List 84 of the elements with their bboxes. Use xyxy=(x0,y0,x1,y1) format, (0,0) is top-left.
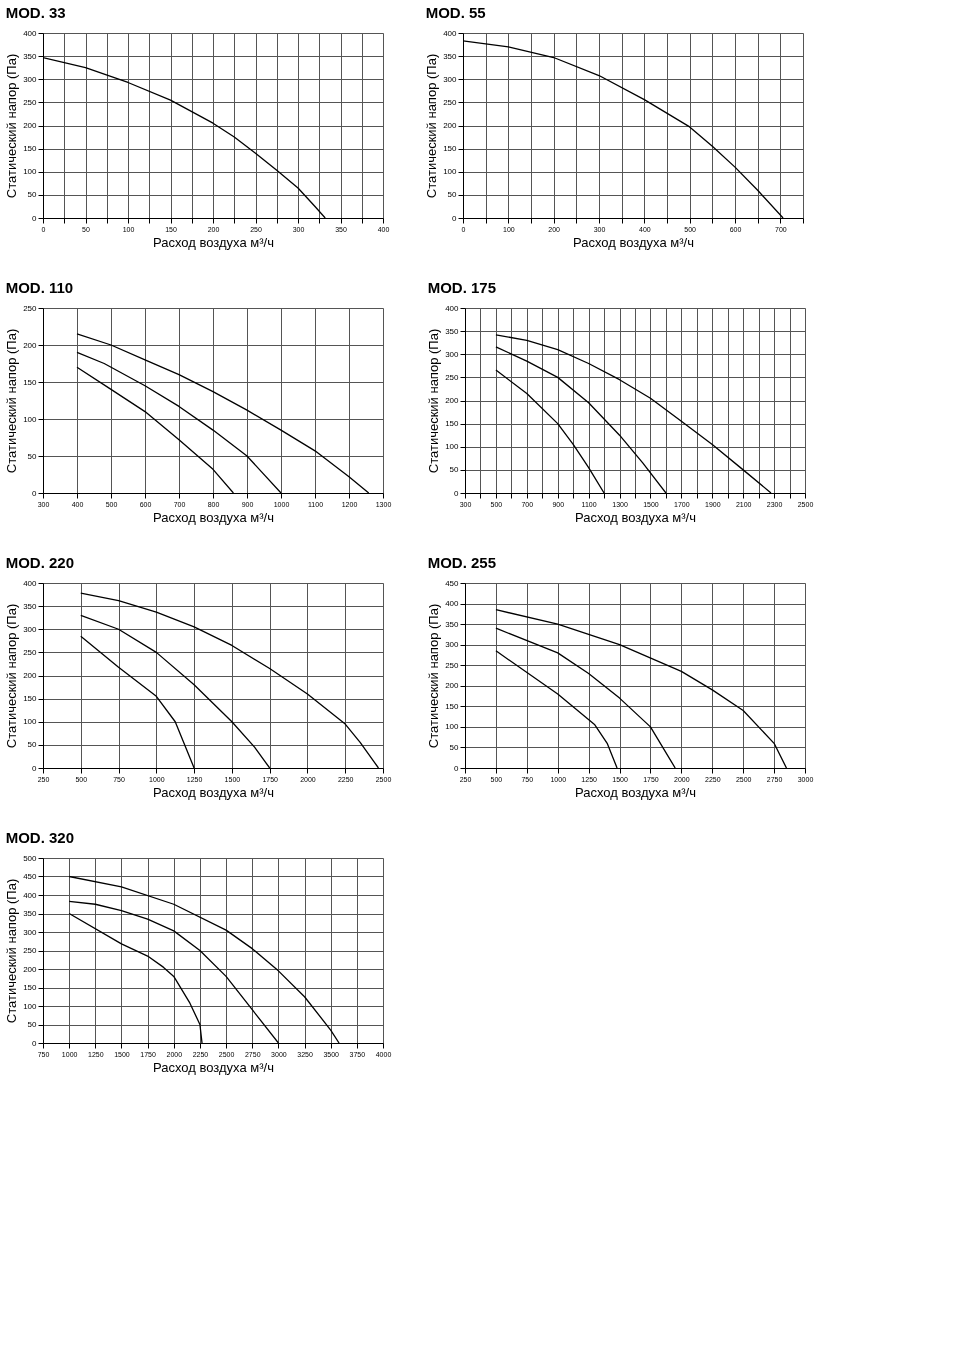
y-tick-label: 0 xyxy=(454,763,460,773)
y-tick-label: 50 xyxy=(449,465,460,475)
y-tick-label: 100 xyxy=(23,167,38,177)
y-tick-label: 0 xyxy=(452,213,458,223)
y-tick-label: 200 xyxy=(443,121,458,130)
y-axis-title: Статический напор (Па) xyxy=(4,53,20,199)
chart-title: MOD. 33 xyxy=(5,4,66,21)
y-tick-label: 0 xyxy=(32,213,38,223)
y-axis-title: Статический напор (Па) xyxy=(4,878,20,1024)
x-axis-title: Расход воздуха м³/ч xyxy=(575,509,696,525)
y-tick-label: 250 xyxy=(23,946,38,955)
y-tick-label: 400 xyxy=(445,303,460,313)
y-tick-label: 50 xyxy=(27,740,38,750)
y-tick-label: 350 xyxy=(23,601,38,611)
y-axis-title: Статический напор (Па) xyxy=(4,328,20,474)
y-tick-label: 200 xyxy=(445,681,460,691)
y-tick-label: 200 xyxy=(23,671,38,680)
y-tick-label: 350 xyxy=(23,909,38,918)
chart-title: MOD. 255 xyxy=(427,554,497,571)
y-tick-label: 50 xyxy=(449,742,460,752)
y-tick-label: 150 xyxy=(23,144,38,154)
y-tick-label: 400 xyxy=(445,599,460,609)
y-tick-label: 0 xyxy=(454,488,460,498)
y-tick-label: 100 xyxy=(23,717,38,727)
y-tick-label: 0 xyxy=(32,763,38,773)
y-tick-label: 200 xyxy=(445,396,460,405)
y-tick-label: 0 xyxy=(32,1038,38,1048)
y-tick-label: 300 xyxy=(23,927,38,937)
y-tick-label: 200 xyxy=(23,340,38,350)
y-tick-label: 300 xyxy=(445,349,460,359)
y-tick-label: 250 xyxy=(445,372,460,382)
y-tick-label: 200 xyxy=(23,964,38,974)
y-axis-title: Статический напор (Па) xyxy=(424,53,440,199)
y-tick-label: 500 xyxy=(23,853,38,863)
chart-title: MOD. 175 xyxy=(427,279,497,296)
y-tick-label: 250 xyxy=(23,303,38,313)
y-tick-label: 250 xyxy=(23,647,38,657)
y-tick-label: 50 xyxy=(27,451,38,461)
y-tick-label: 300 xyxy=(23,74,38,84)
x-axis-title: Расход воздуха м³/ч xyxy=(575,784,696,800)
y-tick-label: 350 xyxy=(443,51,458,61)
y-tick-label: 200 xyxy=(23,121,38,130)
chart-title: MOD. 110 xyxy=(5,279,74,296)
y-tick-label: 150 xyxy=(23,694,38,704)
x-axis-title: Расход воздуха м³/ч xyxy=(153,1059,274,1075)
y-tick-label: 0 xyxy=(32,488,38,498)
y-tick-label: 250 xyxy=(443,97,458,107)
y-tick-label: 300 xyxy=(443,74,458,84)
y-tick-label: 50 xyxy=(27,190,38,200)
y-tick-label: 400 xyxy=(23,28,38,38)
y-tick-label: 400 xyxy=(23,578,38,588)
y-tick-label: 100 xyxy=(443,167,458,177)
y-tick-label: 350 xyxy=(23,51,38,61)
chart-title: MOD. 220 xyxy=(5,554,75,571)
y-tick-label: 350 xyxy=(445,619,460,629)
chart-title: MOD. 55 xyxy=(425,4,486,21)
y-tick-label: 100 xyxy=(445,722,460,732)
chart-title: MOD. 320 xyxy=(5,829,75,846)
y-axis-title: Статический напор (Па) xyxy=(4,603,20,749)
y-tick-label: 400 xyxy=(443,28,458,38)
x-axis-title: Расход воздуха м³/ч xyxy=(153,784,274,800)
y-tick-label: 250 xyxy=(23,97,38,107)
y-tick-label: 450 xyxy=(23,872,38,881)
y-tick-label: 100 xyxy=(445,442,460,452)
y-tick-label: 150 xyxy=(23,983,38,992)
y-tick-label: 150 xyxy=(23,377,38,387)
y-axis-title: Статический напор (Па) xyxy=(426,328,442,474)
x-axis-title: Расход воздуха м³/ч xyxy=(153,234,274,250)
y-tick-label: 300 xyxy=(23,624,38,634)
y-axis-title: Статический напор (Па) xyxy=(426,603,442,749)
x-axis-title: Расход воздуха м³/ч xyxy=(153,509,274,525)
y-tick-label: 100 xyxy=(23,1001,38,1011)
y-tick-label: 350 xyxy=(445,326,460,336)
y-tick-label: 50 xyxy=(447,190,458,200)
y-tick-label: 100 xyxy=(23,414,38,424)
x-axis-title: Расход воздуха м³/ч xyxy=(573,234,694,250)
y-tick-label: 150 xyxy=(443,144,458,154)
y-tick-label: 450 xyxy=(445,578,460,588)
y-tick-label: 400 xyxy=(23,890,38,900)
y-tick-label: 50 xyxy=(27,1020,38,1029)
y-tick-label: 300 xyxy=(445,640,460,650)
y-tick-label: 150 xyxy=(445,419,460,429)
y-tick-label: 250 xyxy=(445,660,460,670)
y-tick-label: 150 xyxy=(445,701,460,711)
